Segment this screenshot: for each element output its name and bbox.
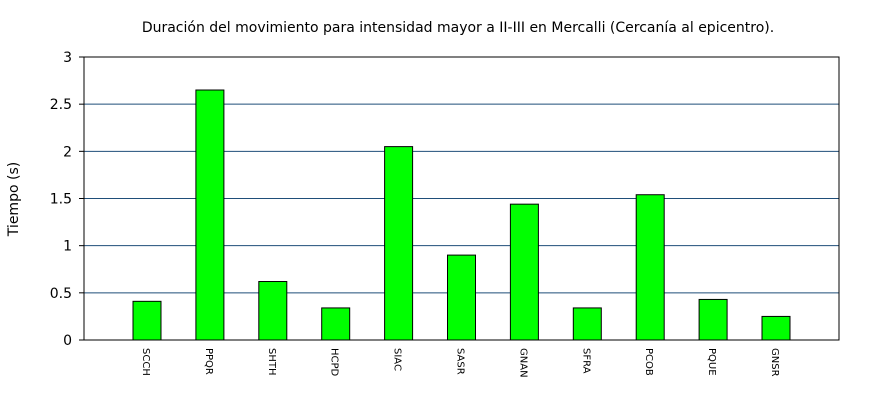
bar-gnan: [509, 203, 539, 341]
x-axis-ticks: SCCH PPQR SHTH HCPD SIAC SASR GNAN SFRA PCOB PQUE…: [140, 348, 780, 378]
y-tick-label: 2.5: [50, 97, 72, 113]
y-tick-label: 0.5: [50, 286, 72, 302]
bar-shth: [258, 281, 288, 341]
y-tick-label: 1: [63, 239, 72, 255]
x-tick-label: SHTH: [266, 348, 277, 376]
bar-scch: [132, 300, 162, 341]
chart-title: Duración del movimiento para intensidad …: [142, 20, 774, 36]
x-tick-label: PQUE: [706, 348, 717, 376]
bar-sasr: [447, 254, 476, 341]
x-tick-label: GNAN: [517, 348, 528, 378]
bar-gnsr: [761, 315, 791, 341]
y-axis-ticks: 0 0.5 1 1.5 2 2.5 3: [50, 50, 84, 349]
y-tick-label: 1.5: [50, 192, 72, 208]
x-tick-label: SFRA: [580, 348, 591, 374]
bar-siac: [384, 146, 414, 341]
bar-sfra: [572, 307, 602, 341]
bars: [132, 89, 791, 341]
y-axis-label: Tiempo (s): [6, 162, 22, 237]
bar-pcob: [635, 194, 665, 341]
x-tick-label: SIAC: [392, 348, 403, 371]
bar-pque: [698, 298, 728, 341]
bar-hcpd: [321, 307, 351, 341]
x-tick-label: HCPD: [329, 348, 340, 377]
x-tick-label: PPQR: [203, 348, 214, 375]
y-tick-label: 0: [63, 333, 72, 349]
x-tick-label: PCOB: [643, 348, 654, 376]
x-tick-label: SCCH: [140, 348, 151, 376]
x-tick-label: GNSR: [769, 348, 780, 377]
x-tick-label: SASR: [455, 348, 466, 375]
bar-ppqr: [195, 89, 225, 341]
y-tick-label: 2: [63, 144, 72, 160]
y-tick-label: 3: [63, 50, 72, 66]
